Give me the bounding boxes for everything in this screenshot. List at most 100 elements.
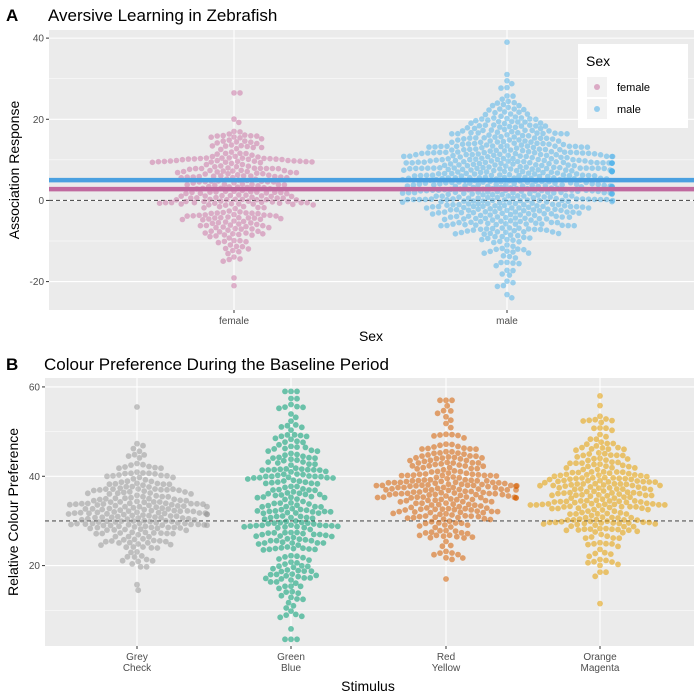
data-point-orange-magenta xyxy=(635,484,642,490)
data-point-orange-magenta xyxy=(619,469,626,476)
data-point-male xyxy=(557,164,563,171)
data-point-male xyxy=(465,141,472,147)
data-point-female xyxy=(233,243,240,250)
data-point-grey-check xyxy=(112,480,119,487)
data-point-male xyxy=(536,215,543,222)
data-point-orange-magenta xyxy=(597,455,603,462)
data-point-green-blue xyxy=(284,490,291,496)
data-point-grey-check xyxy=(65,511,72,517)
data-point-female xyxy=(220,224,226,230)
data-point-female xyxy=(207,167,213,174)
data-point-grey-check xyxy=(171,507,178,514)
data-point-grey-check xyxy=(94,502,101,508)
data-point-female xyxy=(149,159,156,166)
data-point-green-blue xyxy=(253,533,260,540)
data-point-male xyxy=(470,198,477,204)
data-point-male xyxy=(535,167,541,173)
data-point-green-blue xyxy=(277,500,284,506)
data-point-male xyxy=(471,171,478,177)
data-point-male xyxy=(573,196,580,202)
data-point-red-yellow xyxy=(432,514,439,521)
data-point-orange-magenta xyxy=(597,600,603,607)
data-point-green-blue xyxy=(265,502,272,509)
data-point-grey-check xyxy=(135,486,142,492)
data-point-orange-magenta xyxy=(575,527,582,533)
data-point-male xyxy=(582,158,588,164)
data-point-female xyxy=(285,157,291,164)
data-point-red-yellow xyxy=(494,508,501,515)
data-point-male xyxy=(438,198,444,205)
data-point-orange-magenta xyxy=(621,517,627,523)
data-point-grey-check xyxy=(112,502,119,509)
data-point-orange-magenta xyxy=(598,531,605,538)
data-point-red-yellow xyxy=(451,490,458,496)
data-point-male xyxy=(486,164,492,170)
data-point-male xyxy=(489,197,496,204)
data-point-female xyxy=(231,90,237,96)
data-point-male xyxy=(423,205,430,211)
data-point-orange-magenta xyxy=(555,490,561,497)
data-point-male xyxy=(475,195,482,201)
data-point-orange-magenta xyxy=(567,489,573,496)
data-point-red-yellow xyxy=(445,487,452,494)
data-point-orange-magenta xyxy=(585,508,591,514)
data-point-female xyxy=(273,213,279,219)
data-point-male xyxy=(489,225,496,232)
data-point-green-blue xyxy=(265,490,272,497)
data-point-orange-magenta xyxy=(609,526,615,533)
data-point-orange-magenta xyxy=(598,520,605,526)
data-point-green-blue xyxy=(310,521,317,527)
data-point-female xyxy=(293,197,300,203)
data-point-red-yellow xyxy=(444,402,451,409)
data-point-grey-check xyxy=(146,533,152,540)
data-point-green-blue xyxy=(288,443,294,450)
data-point-male xyxy=(518,123,525,129)
data-point-male xyxy=(503,163,509,169)
data-point-female xyxy=(249,210,255,216)
data-point-green-blue xyxy=(289,571,296,577)
data-point-green-blue xyxy=(288,529,294,536)
data-point-female xyxy=(230,231,236,237)
data-point-male xyxy=(530,207,537,213)
data-point-red-yellow xyxy=(473,446,479,453)
data-point-red-yellow xyxy=(451,468,458,474)
data-point-male xyxy=(507,232,514,238)
data-point-green-blue xyxy=(316,531,323,538)
legend-dot-female xyxy=(594,84,600,90)
data-point-male xyxy=(464,228,471,234)
data-point-male xyxy=(485,200,491,207)
data-point-female xyxy=(255,210,261,217)
data-point-female xyxy=(237,150,243,157)
data-point-orange-magenta xyxy=(633,503,639,510)
data-point-male xyxy=(603,196,610,203)
data-point-male xyxy=(501,202,508,209)
data-point-orange-magenta xyxy=(609,464,615,471)
data-point-female xyxy=(257,216,264,223)
data-point-red-yellow xyxy=(433,474,440,481)
data-point-red-yellow xyxy=(483,477,490,484)
data-point-orange-magenta xyxy=(593,516,600,523)
data-point-green-blue xyxy=(284,509,291,516)
data-point-grey-check xyxy=(135,515,142,521)
data-point-green-blue xyxy=(276,585,282,592)
data-point-red-yellow xyxy=(422,520,429,527)
data-point-grey-check xyxy=(134,498,140,505)
data-point-female xyxy=(197,222,204,229)
data-point-female xyxy=(236,221,242,227)
data-point-red-yellow xyxy=(389,485,395,492)
data-point-male xyxy=(479,236,485,243)
data-point-male xyxy=(505,193,512,199)
data-point-male xyxy=(546,160,552,167)
data-point-green-blue xyxy=(288,626,294,632)
data-point-orange-magenta xyxy=(585,463,591,470)
data-point-green-blue xyxy=(259,467,266,473)
data-point-female xyxy=(253,170,260,176)
data-point-grey-check xyxy=(134,460,140,467)
data-point-male xyxy=(507,166,514,172)
data-point-green-blue xyxy=(301,524,308,531)
data-point-green-blue xyxy=(288,552,294,559)
data-point-green-blue xyxy=(306,557,312,563)
data-point-female xyxy=(179,216,186,223)
data-point-male xyxy=(555,230,562,237)
data-point-grey-check xyxy=(148,507,155,514)
